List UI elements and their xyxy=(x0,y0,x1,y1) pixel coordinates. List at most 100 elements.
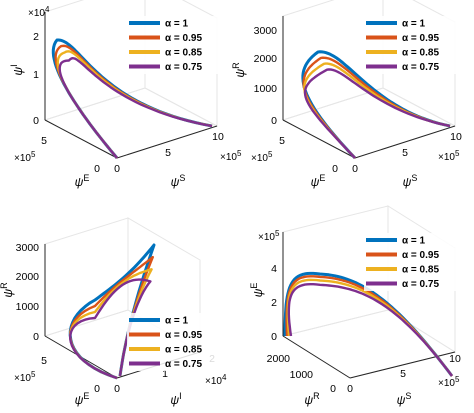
panel-1-legend-box xyxy=(127,16,227,74)
panel-2-x-tick-2: 10 xyxy=(450,131,462,143)
panel-3-x-multiplier: ×104 xyxy=(205,373,227,387)
panel-2-z-tick-2: 2000 xyxy=(254,53,278,65)
panel-3-legend-label-0: α = 1 xyxy=(165,316,189,327)
panel-4-z-label: ψE xyxy=(249,283,265,298)
panel-2-y-multiplier: ×105 xyxy=(251,150,273,164)
svg-text:ψR: ψR xyxy=(0,282,15,298)
panel-1-z-tick-1: 1 xyxy=(33,69,39,81)
panel-2-z-tick-0: 0 xyxy=(271,115,277,127)
panel-4-y-tick-2: 2000 xyxy=(267,353,291,365)
panel-2-legend-box xyxy=(364,16,464,74)
panel-1-legend-label-3: α = 0.75 xyxy=(165,62,202,73)
panel-1-x-axis xyxy=(116,125,218,159)
panel-4-y-tick-1: 1000 xyxy=(290,369,314,381)
panel-2-x-tick-0: 0 xyxy=(352,163,358,175)
panel-1-y-label: ψE xyxy=(75,173,90,189)
panel-3-y-tick-1: 5 xyxy=(41,355,47,367)
panel-2-legend-label-1: α = 0.95 xyxy=(402,33,439,44)
panel-2-x-multiplier: ×105 xyxy=(438,149,460,163)
panel-2-series-2 xyxy=(303,62,451,159)
svg-text:ψS: ψS xyxy=(397,391,412,407)
svg-text:ψE: ψE xyxy=(311,173,326,189)
panel-4-legend-label-1: α = 0.95 xyxy=(402,250,439,261)
panel-1-x-multiplier: ×105 xyxy=(220,149,242,163)
panel-3-legend-box xyxy=(127,313,227,371)
panel-4-y-tick-0: 0 xyxy=(330,383,336,395)
svg-text:ψR: ψR xyxy=(231,62,247,78)
svg-text:ψE: ψE xyxy=(75,391,90,407)
panel-1-y-tick-0: 0 xyxy=(94,163,100,175)
panel-4-z-tick-0: 0 xyxy=(271,331,277,343)
panel-2-legend-label-3: α = 0.75 xyxy=(402,62,439,73)
panel-2-x-tick-1: 5 xyxy=(402,147,408,159)
panel-3-y-label: ψE xyxy=(75,391,90,407)
panel-1-y-multiplier: ×105 xyxy=(14,150,36,164)
svg-text:ψS: ψS xyxy=(403,173,418,189)
panel-2-x-axis xyxy=(354,125,456,159)
panel-4-x-tick-0: 0 xyxy=(347,383,353,395)
panel-3-legend-label-1: α = 0.95 xyxy=(165,330,202,341)
panel-4-legend-label-2: α = 0.85 xyxy=(402,265,439,276)
svg-text:ψR: ψR xyxy=(304,391,320,407)
panel-4-series-1 xyxy=(285,275,453,377)
panel-3-y-tick-0: 0 xyxy=(94,383,100,395)
panel-2-x-label: ψS xyxy=(403,173,418,189)
panel-1-z-tick-2: 2 xyxy=(33,31,39,43)
panel-4-x-multiplier: ×105 xyxy=(438,375,460,389)
panel-4-y-label: ψR xyxy=(304,391,320,407)
panel-4-x-tick-1: 5 xyxy=(400,368,406,380)
panel-4-legend-box xyxy=(364,233,464,291)
panel-1-x-tick-0: 0 xyxy=(114,163,120,175)
panel-2-y-tick-1: 5 xyxy=(279,135,285,147)
panel-1-y-axis xyxy=(44,119,118,159)
panel-2-z-tick-1: 1000 xyxy=(254,83,278,95)
panel-1-x-tick-2: 10 xyxy=(212,131,224,143)
panel-1-legend-label-2: α = 0.85 xyxy=(165,48,202,59)
panel-1-legend-label-0: α = 1 xyxy=(165,19,189,30)
panel-2-y-tick-0: 0 xyxy=(332,163,338,175)
panel-1-y-tick-1: 5 xyxy=(41,135,47,147)
svg-text:ψE: ψE xyxy=(75,173,90,189)
panel-2-y-axis xyxy=(282,119,356,159)
svg-text:ψI: ψI xyxy=(9,64,25,75)
panel-2-legend-label-0: α = 1 xyxy=(402,19,426,30)
panel-1-z-label: ψI xyxy=(9,64,25,75)
panel-1-z-tick-0: 0 xyxy=(33,115,39,127)
panel-3-legend-label-3: α = 0.75 xyxy=(165,359,202,370)
panel-2-z-label: ψR xyxy=(231,62,247,78)
panel-3-z-tick-3: 3000 xyxy=(16,242,40,254)
panel-3-x-tick-0: 0 xyxy=(114,383,120,395)
svg-text:ψS: ψS xyxy=(171,173,186,189)
panel-4: 0 2 4 ×105 ψE 0 5 10 ×105 ψS 0 1000 2000 ψR α = 1 α = 0… xyxy=(249,205,464,407)
panel-1-z-multiplier: ×104 xyxy=(28,5,50,19)
panel-4-legend-label-3: α = 0.75 xyxy=(402,279,439,290)
panel-3-z-tick-2: 2000 xyxy=(16,271,40,283)
panel-2-legend-label-2: α = 0.85 xyxy=(402,48,439,59)
panel-2-z-tick-3: 3000 xyxy=(254,25,278,37)
panel-2-y-label: ψE xyxy=(311,173,326,189)
panel-2-series-3 xyxy=(303,68,451,159)
panel-4-z-tick-1: 2 xyxy=(271,297,277,309)
panel-3-legend-label-2: α = 0.85 xyxy=(165,345,202,356)
panel-4-series-2 xyxy=(286,278,453,377)
panel-3-z-label: ψR xyxy=(0,282,15,298)
panel-4-x-label: ψS xyxy=(397,391,412,407)
panel-4-y-axis xyxy=(282,335,351,379)
panel-3-z-tick-0: 0 xyxy=(33,331,39,343)
panel-1-x-tick-1: 5 xyxy=(165,147,171,159)
panel-4-x-tick-2: 10 xyxy=(449,353,461,365)
panel-1-legend-label-1: α = 0.95 xyxy=(165,33,202,44)
svg-text:ψI: ψI xyxy=(170,391,181,407)
panel-4-z-tick-2: 4 xyxy=(271,263,277,275)
panel-3-x-label: ψI xyxy=(170,391,181,407)
panel-3-x-tick-1: 1 xyxy=(162,368,168,380)
panel-1-x-label: ψS xyxy=(171,173,186,189)
panel-4-series-3 xyxy=(287,283,453,377)
panel-4-z-multiplier: ×105 xyxy=(258,229,280,243)
svg-text:ψE: ψE xyxy=(249,283,265,298)
